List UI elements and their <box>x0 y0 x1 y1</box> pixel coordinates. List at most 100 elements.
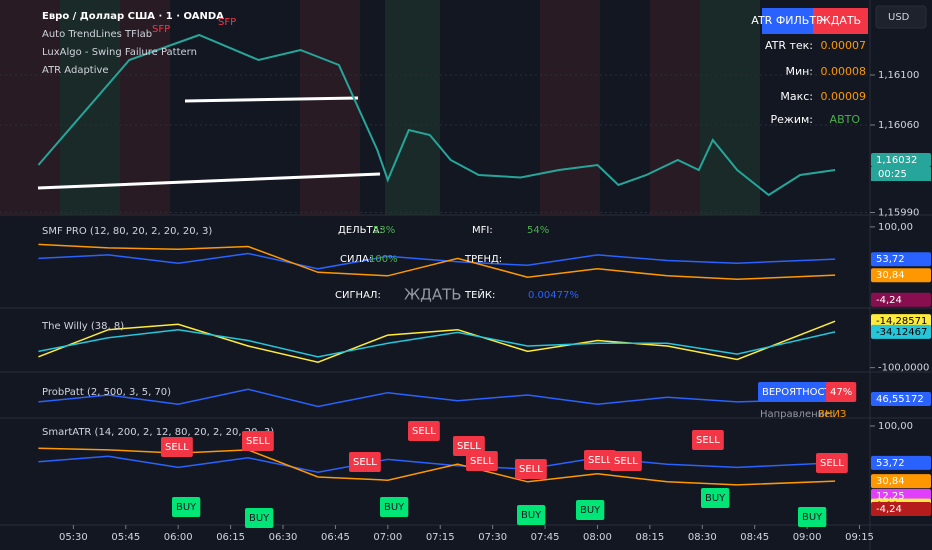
y-tick-label: 1,15990 <box>878 208 919 219</box>
atr-row-label: Макс: <box>780 90 813 103</box>
x-tick-label: 06:15 <box>216 532 245 543</box>
x-tick-label: 05:45 <box>111 532 140 543</box>
price-marker-label: -4,24 <box>876 295 902 306</box>
signal-label: 47% <box>830 387 852 398</box>
label-box <box>576 500 605 520</box>
label-box <box>349 452 381 472</box>
y-tick-label: 100,00 <box>878 222 913 233</box>
annotation: SFP <box>152 24 170 35</box>
signal-label: BUY <box>705 493 726 504</box>
signal-label: BUY <box>384 502 405 513</box>
price-marker <box>871 391 931 406</box>
atr-row-value: 0.00007 <box>821 39 867 52</box>
signal-label: SELL <box>820 458 844 469</box>
atr-row-value: АВТО <box>830 113 861 126</box>
label-box <box>610 451 642 471</box>
shade-band <box>650 0 700 215</box>
price-marker <box>871 502 931 517</box>
price-marker <box>871 292 931 307</box>
price-marker-label: 12,25 <box>876 491 905 502</box>
label-box <box>242 431 274 451</box>
price-marker <box>871 455 931 470</box>
shade-band <box>60 0 120 215</box>
atr-row-value: 0.00008 <box>821 65 867 78</box>
annotation: 53% <box>373 225 395 236</box>
series-line <box>38 328 836 358</box>
price-marker <box>871 324 931 339</box>
series-line <box>38 320 836 363</box>
annotation: 54% <box>527 225 549 236</box>
atr-title: ATR ФИЛЬТР <box>751 14 823 27</box>
annotation: 100% <box>369 254 398 265</box>
label-box <box>466 451 498 471</box>
shade-band <box>120 0 170 215</box>
annotation: СИГНАЛ: <box>335 290 381 301</box>
currency-button[interactable] <box>875 5 927 29</box>
shade-band <box>540 0 600 215</box>
price-marker-label: -4,24 <box>876 504 902 515</box>
y-tick-label: 100,00 <box>878 421 913 432</box>
currency[interactable]: USD <box>888 12 910 23</box>
x-tick-label: 09:00 <box>793 532 822 543</box>
label-box <box>245 508 274 528</box>
price-marker <box>871 252 931 267</box>
price-marker <box>871 474 931 489</box>
label-box <box>172 497 201 517</box>
y-tick-label: 1,16060 <box>878 120 919 131</box>
indicator-title: The Willy (38, 8) <box>41 321 124 332</box>
label-box <box>826 382 857 402</box>
x-tick-label: 06:45 <box>321 532 350 543</box>
signal-label: BUY <box>580 505 601 516</box>
annotation: Направление: <box>760 409 834 420</box>
price-marker-label: 1,16032 <box>876 155 917 166</box>
countdown-box <box>871 167 931 181</box>
annotation: ЖДАТЬ <box>404 286 462 304</box>
label-box <box>692 430 724 450</box>
trendline <box>184 96 359 103</box>
series-line <box>38 252 836 270</box>
x-tick-label: 07:00 <box>373 532 402 543</box>
label-box <box>798 507 827 527</box>
signal-label: SELL <box>519 464 543 475</box>
indicator-title: SMF PRO (12, 80, 20, 2, 20, 20, 3) <box>42 226 212 237</box>
trendline <box>37 172 381 190</box>
annotation: SFP <box>218 17 236 28</box>
label-box <box>161 437 193 457</box>
y-tick-label: -100,0000 <box>878 363 929 374</box>
series-line <box>38 388 836 408</box>
annotation: Auto TrendLines TFlab <box>42 29 152 40</box>
series-line <box>38 243 836 281</box>
label-box <box>758 382 842 402</box>
shade-band <box>385 0 440 215</box>
x-tick-label: 08:30 <box>688 532 717 543</box>
signal-label: SELL <box>588 455 612 466</box>
label-box <box>515 459 547 479</box>
x-tick-label: 07:30 <box>478 532 507 543</box>
signal-label: SELL <box>470 456 494 467</box>
signal-label: SELL <box>614 456 638 467</box>
price-marker-label: 53,72 <box>876 458 905 469</box>
x-tick-label: 07:45 <box>531 532 560 543</box>
label-box <box>584 450 616 470</box>
x-tick-label: 05:30 <box>59 532 88 543</box>
annotation: ТРЕНД: <box>464 254 502 265</box>
signal-label: BUY <box>176 502 197 513</box>
signal-label: SELL <box>246 436 270 447</box>
shade-band <box>0 0 60 215</box>
countdown: 00:25 <box>878 169 907 180</box>
signal-label: SELL <box>412 426 436 437</box>
annotation: MFI: <box>472 225 493 236</box>
signal-label: SELL <box>165 442 189 453</box>
x-tick-label: 09:15 <box>845 532 874 543</box>
price-marker-label: 46,55172 <box>876 394 924 405</box>
x-tick-label: 08:15 <box>635 532 664 543</box>
price-marker <box>871 314 931 329</box>
atr-status: ЖДАТЬ <box>819 14 861 27</box>
session-shading <box>0 0 760 215</box>
signal-label: BUY <box>249 513 270 524</box>
price-marker-label: -14,28571 <box>876 316 927 327</box>
atr-row-value: 0.00009 <box>821 90 867 103</box>
label-box <box>701 488 730 508</box>
